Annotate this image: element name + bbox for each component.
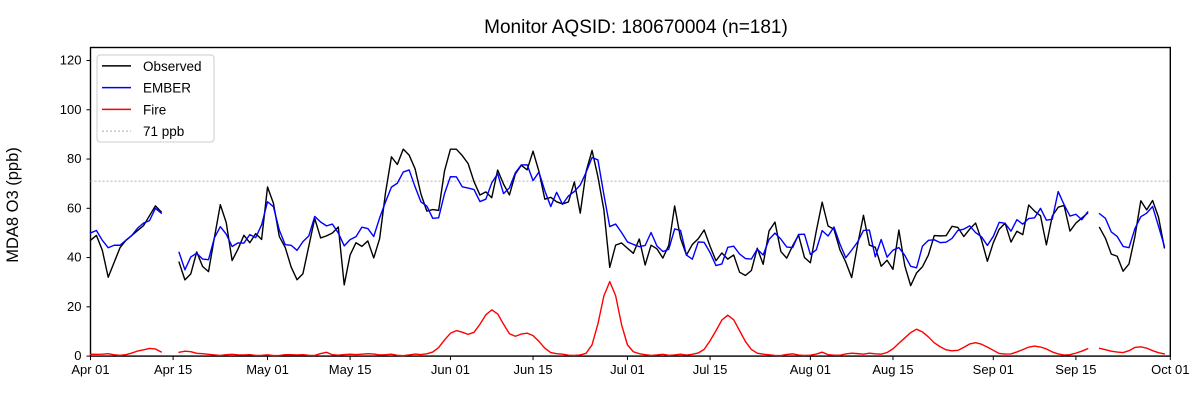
svg-text:Observed: Observed bbox=[143, 59, 202, 74]
svg-text:Fire: Fire bbox=[143, 102, 166, 117]
svg-text:EMBER: EMBER bbox=[143, 81, 191, 96]
svg-text:0: 0 bbox=[74, 348, 81, 363]
svg-text:20: 20 bbox=[67, 299, 81, 314]
svg-text:Aug 15: Aug 15 bbox=[872, 362, 913, 377]
svg-text:May 01: May 01 bbox=[246, 362, 289, 377]
svg-text:MDA8 O3 (ppb): MDA8 O3 (ppb) bbox=[4, 147, 22, 263]
svg-text:Monitor AQSID: 180670004 (n=18: Monitor AQSID: 180670004 (n=181) bbox=[484, 17, 788, 38]
svg-text:100: 100 bbox=[60, 102, 82, 117]
svg-text:40: 40 bbox=[67, 250, 81, 265]
svg-text:Jun 15: Jun 15 bbox=[514, 362, 553, 377]
svg-text:Apr 01: Apr 01 bbox=[71, 362, 109, 377]
svg-text:Apr 15: Apr 15 bbox=[154, 362, 192, 377]
svg-text:Jun 01: Jun 01 bbox=[431, 362, 470, 377]
svg-text:Jul 15: Jul 15 bbox=[693, 362, 728, 377]
svg-text:120: 120 bbox=[60, 53, 82, 68]
svg-text:Sep 01: Sep 01 bbox=[973, 362, 1014, 377]
svg-text:Aug 01: Aug 01 bbox=[790, 362, 831, 377]
svg-text:Jul 01: Jul 01 bbox=[610, 362, 645, 377]
svg-text:71 ppb: 71 ppb bbox=[143, 124, 184, 139]
svg-text:80: 80 bbox=[67, 151, 81, 166]
svg-text:Sep 15: Sep 15 bbox=[1055, 362, 1096, 377]
svg-text:May 15: May 15 bbox=[329, 362, 372, 377]
svg-text:60: 60 bbox=[67, 200, 81, 215]
svg-text:Oct 01: Oct 01 bbox=[1151, 362, 1189, 377]
